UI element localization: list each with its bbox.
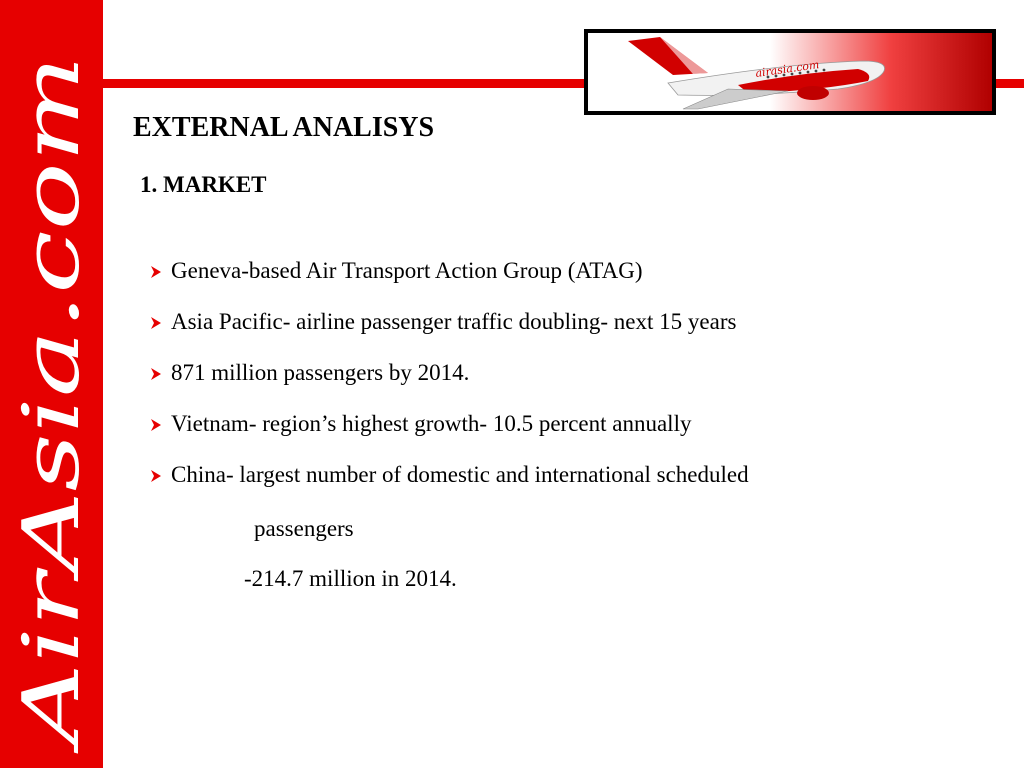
arrow-bullet-icon bbox=[151, 419, 161, 431]
bullet-text: Geneva-based Air Transport Action Group … bbox=[171, 258, 643, 283]
arrow-bullet-icon bbox=[151, 317, 161, 329]
airasia-script-logo: AirAsia.com bbox=[7, 55, 97, 754]
list-item: China- largest number of domestic and in… bbox=[150, 459, 950, 510]
list-item: Asia Pacific- airline passenger traffic … bbox=[150, 306, 950, 357]
bullet-continuation: -214.7 million in 2014. bbox=[244, 566, 457, 591]
airplane-image: airasia.com bbox=[588, 33, 992, 111]
bullet-list: Geneva-based Air Transport Action Group … bbox=[150, 255, 950, 510]
slide-subtitle: 1. MARKET bbox=[140, 172, 267, 197]
list-item: Vietnam- region’s highest growth- 10.5 p… bbox=[150, 408, 950, 459]
list-item: 871 million passengers by 2014. bbox=[150, 357, 950, 408]
arrow-bullet-icon bbox=[151, 368, 161, 380]
bullet-continuation: passengers bbox=[254, 516, 354, 541]
arrow-bullet-icon bbox=[151, 470, 161, 482]
bullet-text: China- largest number of domestic and in… bbox=[171, 462, 749, 487]
brand-sidebar: AirAsia.com bbox=[0, 0, 103, 768]
slide-title: EXTERNAL ANALISYS bbox=[133, 112, 435, 143]
list-item: Geneva-based Air Transport Action Group … bbox=[150, 255, 950, 306]
svg-text:AirAsia.com: AirAsia.com bbox=[7, 55, 97, 754]
arrow-bullet-icon bbox=[151, 266, 161, 278]
top-rule bbox=[103, 79, 1024, 88]
bullet-text: 871 million passengers by 2014. bbox=[171, 360, 470, 385]
bullet-text: Asia Pacific- airline passenger traffic … bbox=[171, 309, 737, 334]
bullet-text: Vietnam- region’s highest growth- 10.5 p… bbox=[171, 411, 692, 436]
airplane-banner: airasia.com bbox=[584, 29, 996, 115]
